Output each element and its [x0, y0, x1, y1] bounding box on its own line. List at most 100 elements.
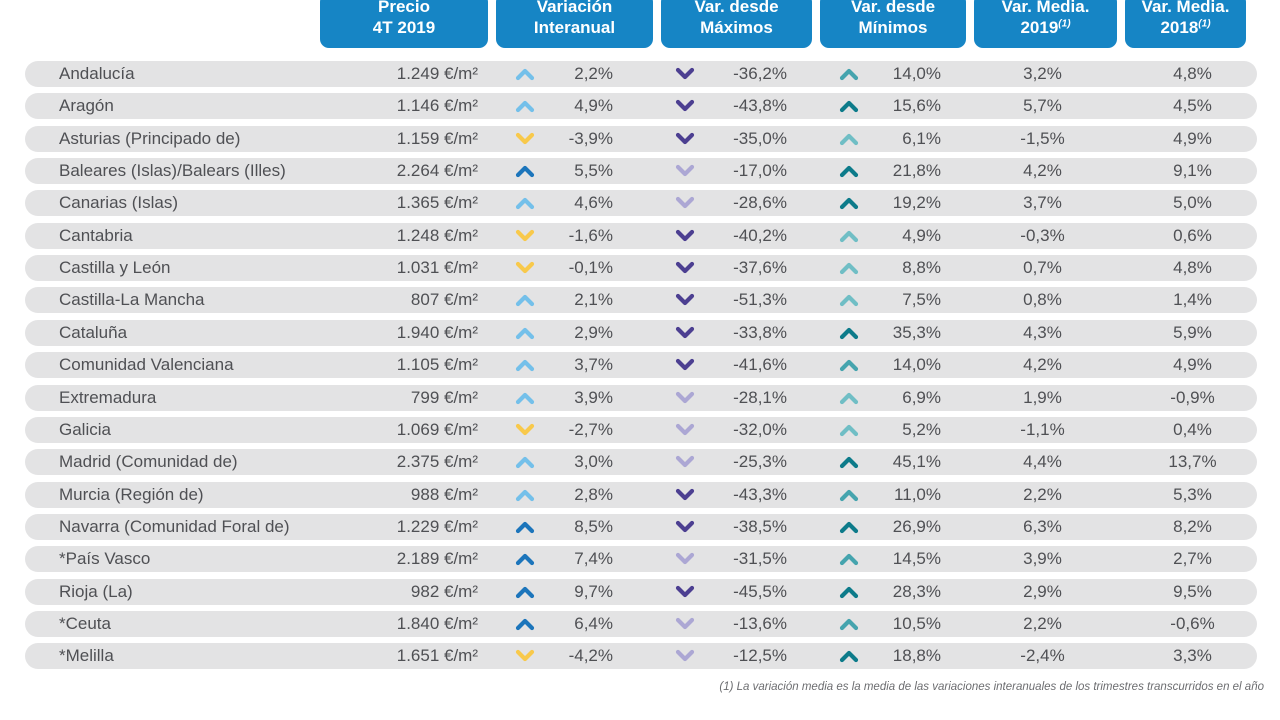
region-name: Baleares (Islas)/Balears (Illes): [59, 161, 286, 181]
down-arrow-icon: [515, 229, 535, 241]
var-desde-minimos-value: 5,2%: [902, 419, 941, 439]
up-arrow-icon: [839, 327, 859, 339]
price-value: 1.651 €/m²: [396, 646, 478, 666]
price-value: 807 €/m²: [410, 290, 478, 310]
down-arrow-icon: [675, 229, 695, 241]
down-arrow-icon: [675, 326, 695, 338]
interanual-value: 3,0%: [574, 452, 613, 472]
up-arrow-icon: [839, 133, 859, 145]
var-media-2019-value: 5,7%: [1023, 96, 1062, 116]
price-value: 1.229 €/m²: [396, 516, 478, 536]
var-desde-minimos-value: 26,9%: [892, 516, 941, 536]
var-media-2019-value: 4,4%: [1023, 452, 1062, 472]
table-row: *País Vasco 2.189 €/m² 7,4% -31,5% 14,5% 3,9%…: [25, 546, 1257, 573]
var-desde-minimos-value: 6,9%: [902, 387, 941, 407]
price-value: 1.365 €/m²: [396, 193, 478, 213]
down-arrow-icon: [675, 100, 695, 112]
interanual-value: 3,9%: [574, 387, 613, 407]
interanual-value: 4,9%: [574, 96, 613, 116]
interanual-value: 2,2%: [574, 64, 613, 83]
interanual-value: -0,1%: [568, 258, 613, 278]
var-desde-maximos-value: -32,0%: [733, 419, 787, 439]
up-arrow-icon: [839, 165, 859, 178]
up-arrow-icon: [515, 457, 535, 469]
price-value: 1.159 €/m²: [396, 128, 478, 148]
table-row: Comunidad Valenciana 1.105 €/m² 3,7% -41,6%…: [25, 352, 1257, 379]
var-media-2019-value: 3,9%: [1023, 549, 1062, 569]
region-name: Canarias (Islas): [59, 193, 179, 213]
var-desde-minimos-value: 45,1%: [892, 452, 941, 472]
price-value: 1.069 €/m²: [396, 419, 478, 439]
up-arrow-icon: [839, 262, 859, 275]
var-media-2018-value: 4,9%: [1173, 355, 1212, 375]
var-media-2019-value: 2,2%: [1023, 613, 1062, 633]
var-media-2019-value: 4,3%: [1023, 322, 1062, 342]
table-row: Castilla y León 1.031 €/m² -0,1% -37,6% 8,8%…: [25, 255, 1257, 282]
table-row: *Ceuta 1.840 €/m² 6,4% -13,6% 10,5% 2,2% -0,6%: [25, 610, 1257, 637]
up-arrow-icon: [515, 618, 535, 631]
down-arrow-icon: [515, 132, 535, 144]
up-arrow-icon: [839, 68, 859, 81]
price-value: 2.189 €/m²: [396, 549, 478, 569]
down-arrow-icon: [675, 197, 695, 209]
down-arrow-icon: [675, 164, 695, 177]
region-name: Navarra (Comunidad Foral de): [59, 516, 290, 536]
var-media-2019-value: 6,3%: [1023, 516, 1062, 536]
region-name: *Ceuta: [59, 613, 111, 633]
up-arrow-icon: [515, 360, 535, 372]
down-arrow-icon: [675, 359, 695, 371]
var-desde-minimos-value: 14,0%: [892, 64, 941, 83]
interanual-value: -1,6%: [568, 225, 613, 245]
var-media-2018-value: 1,4%: [1173, 290, 1212, 310]
var-desde-minimos-value: 6,1%: [902, 128, 941, 148]
interanual-value: 2,8%: [574, 484, 613, 504]
interanual-value: 6,4%: [574, 613, 613, 633]
up-arrow-icon: [515, 101, 535, 113]
table-row: Andalucía 1.249 €/m² 2,2% -36,2% 14,0% 3,2% 4,…: [25, 61, 1257, 87]
var-desde-minimos-value: 10,5%: [892, 613, 941, 633]
var-media-2019-value: 2,2%: [1023, 484, 1062, 504]
interanual-value: 8,5%: [574, 516, 613, 536]
var-media-2019-value: -1,1%: [1020, 419, 1065, 439]
up-arrow-icon: [515, 327, 535, 339]
up-arrow-icon: [515, 198, 535, 210]
interanual-value: 2,9%: [574, 322, 613, 342]
price-value: 1.940 €/m²: [396, 322, 478, 342]
region-name: Extremadura: [59, 387, 157, 407]
price-value: 988 €/m²: [410, 484, 478, 504]
var-media-2018-value: 4,5%: [1173, 96, 1212, 116]
var-media-2019-value: 0,7%: [1023, 258, 1062, 278]
var-desde-maximos-value: -40,2%: [733, 225, 787, 245]
var-media-2019-value: 0,8%: [1023, 290, 1062, 310]
down-arrow-icon: [675, 553, 695, 565]
interanual-value: 4,6%: [574, 193, 613, 213]
down-arrow-icon: [515, 261, 535, 274]
up-arrow-icon: [839, 554, 859, 566]
region-name: Comunidad Valenciana: [59, 355, 234, 375]
up-arrow-icon: [515, 68, 535, 81]
var-desde-minimos-value: 11,0%: [894, 484, 941, 504]
interanual-value: 2,1%: [574, 290, 613, 310]
down-arrow-icon: [675, 132, 695, 144]
up-arrow-icon: [839, 651, 859, 663]
region-name: Murcia (Región de): [59, 484, 204, 504]
down-arrow-icon: [675, 456, 695, 468]
table-row: Baleares (Islas)/Balears (Illes) 2.264 €/…: [25, 158, 1257, 185]
var-media-2018-value: 0,6%: [1173, 225, 1212, 245]
var-desde-minimos-value: 35,3%: [892, 322, 941, 342]
down-arrow-icon: [675, 650, 695, 662]
table-row: Extremadura 799 €/m² 3,9% -28,1% 6,9% 1,9% -0,…: [25, 384, 1257, 411]
interanual-value: 5,5%: [574, 161, 613, 181]
table-row: Aragón 1.146 €/m² 4,9% -43,8% 15,6% 5,7% 4,5%: [25, 93, 1257, 120]
region-name: Madrid (Comunidad de): [59, 452, 238, 472]
var-desde-minimos-value: 18,8%: [892, 646, 941, 666]
column-header-1: Precio 4T 2019: [320, 0, 488, 48]
var-media-2018-value: 8,2%: [1173, 516, 1212, 536]
up-arrow-icon: [839, 424, 859, 436]
region-name: *Melilla: [59, 646, 114, 666]
price-value: 1.031 €/m²: [396, 258, 478, 278]
up-arrow-icon: [839, 586, 859, 598]
region-name: Rioja (La): [59, 581, 133, 601]
var-media-2018-value: 2,7%: [1173, 549, 1212, 569]
var-desde-maximos-value: -45,5%: [733, 581, 787, 601]
